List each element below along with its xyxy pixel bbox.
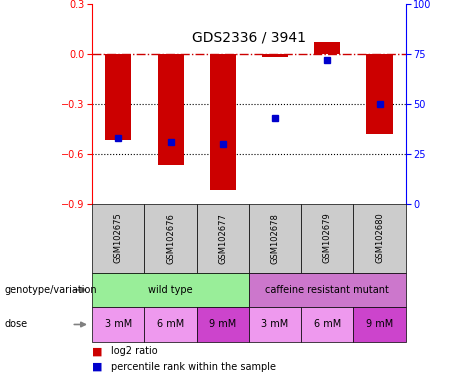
Text: wild type: wild type	[148, 285, 193, 295]
Bar	[158, 54, 183, 165]
Bar	[210, 54, 236, 190]
Text: dose: dose	[5, 319, 28, 329]
Text: GSM102677: GSM102677	[219, 213, 227, 263]
Text: 6 mM: 6 mM	[157, 319, 184, 329]
Text: GSM102680: GSM102680	[375, 213, 384, 263]
Bar	[354, 204, 406, 273]
Bar	[262, 54, 288, 57]
Bar	[197, 307, 249, 342]
Text: GSM102675: GSM102675	[114, 213, 123, 263]
Text: GSM102676: GSM102676	[166, 213, 175, 263]
Text: 6 mM: 6 mM	[313, 319, 341, 329]
Text: log2 ratio: log2 ratio	[111, 346, 157, 356]
Text: 3 mM: 3 mM	[105, 319, 132, 329]
Bar	[249, 273, 406, 307]
Text: 9 mM: 9 mM	[366, 319, 393, 329]
Text: percentile rank within the sample: percentile rank within the sample	[111, 362, 276, 372]
Text: ■: ■	[92, 362, 103, 372]
Bar	[92, 273, 249, 307]
Text: genotype/variation: genotype/variation	[5, 285, 97, 295]
Bar	[314, 42, 340, 54]
Bar	[144, 307, 197, 342]
Bar	[301, 204, 354, 273]
Text: GSM102679: GSM102679	[323, 213, 332, 263]
Text: GDS2336 / 3941: GDS2336 / 3941	[192, 31, 306, 45]
Bar	[105, 54, 131, 140]
Text: 9 mM: 9 mM	[209, 319, 236, 329]
Text: 3 mM: 3 mM	[261, 319, 289, 329]
Bar	[366, 54, 393, 134]
Text: ■: ■	[92, 346, 103, 356]
Bar	[92, 307, 144, 342]
Bar	[354, 307, 406, 342]
Bar	[249, 204, 301, 273]
Bar	[92, 204, 144, 273]
Bar	[249, 307, 301, 342]
Text: caffeine resistant mutant: caffeine resistant mutant	[266, 285, 389, 295]
Bar	[301, 307, 354, 342]
Bar	[144, 204, 197, 273]
Bar	[197, 204, 249, 273]
Text: GSM102678: GSM102678	[271, 213, 279, 263]
